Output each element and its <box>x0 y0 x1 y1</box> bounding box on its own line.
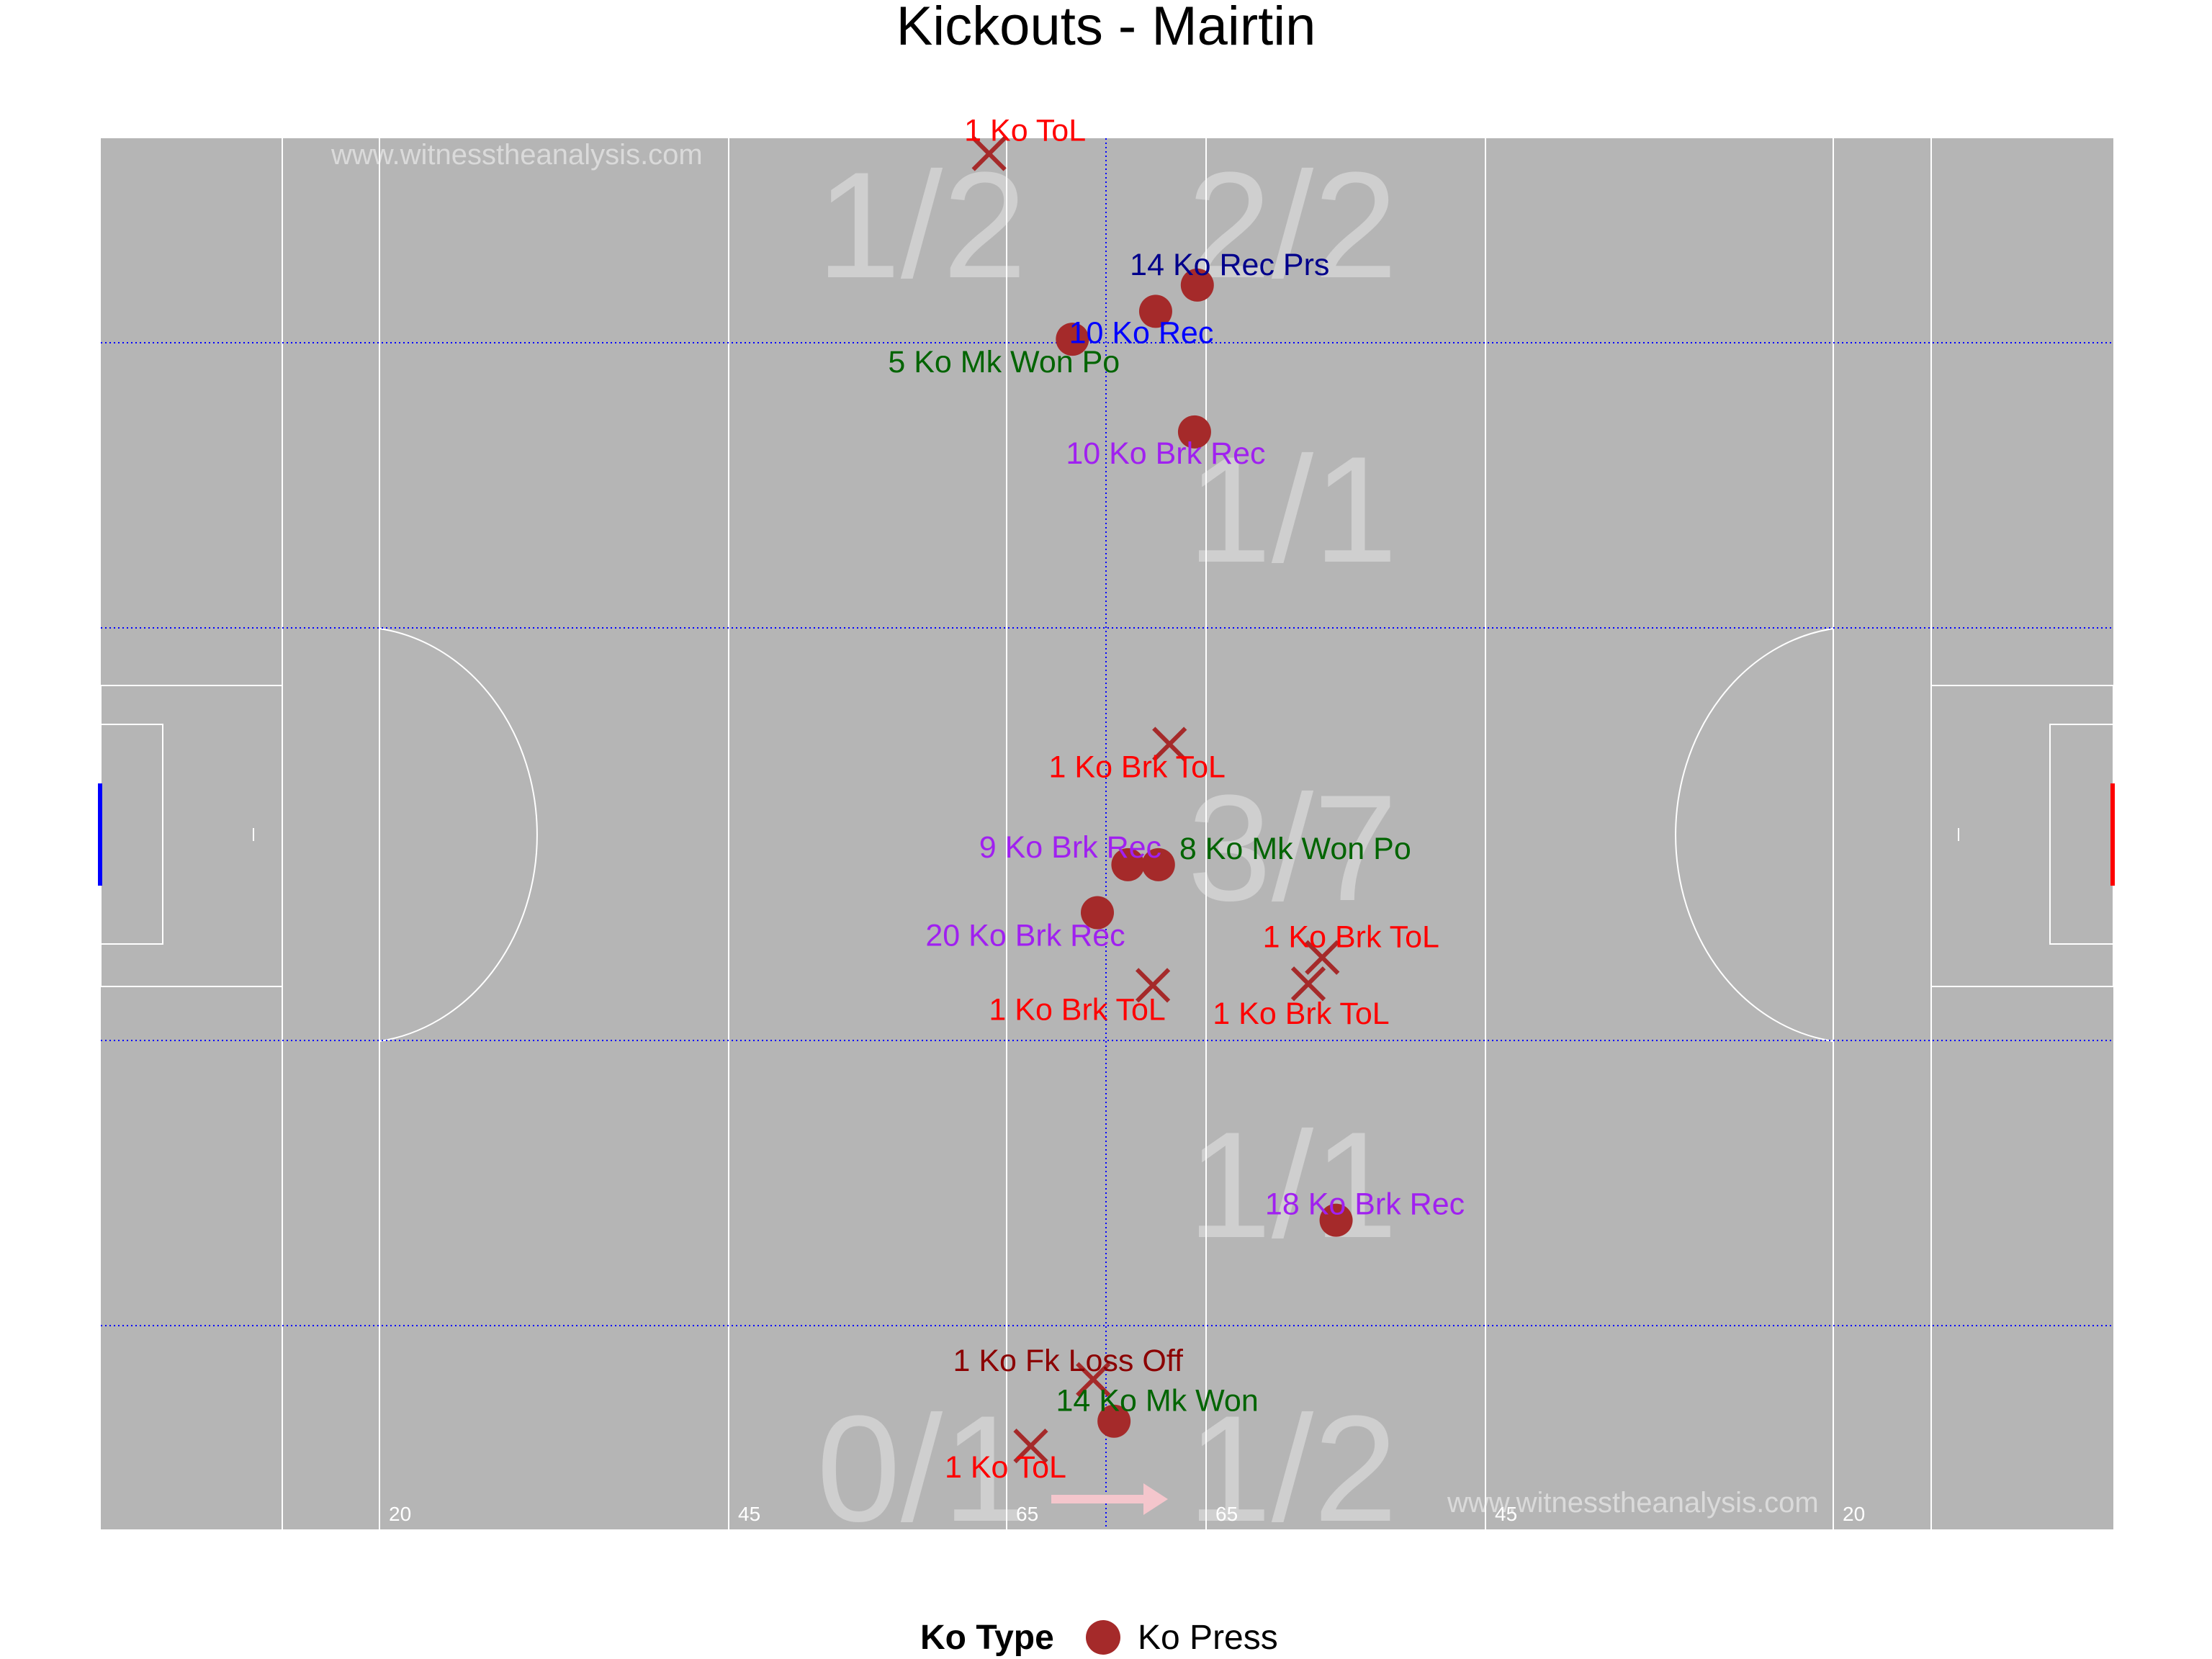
kickout-label: 20 Ko Brk Rec <box>925 918 1125 953</box>
goal-left <box>98 783 102 886</box>
legend-label-ko-press: Ko Press <box>1138 1619 1278 1657</box>
distance-mark: 45 <box>1495 1503 1517 1525</box>
pitch-surface <box>101 138 2113 1529</box>
zone-label: 2/2 <box>1187 140 1398 310</box>
zone-grid <box>101 138 2113 1529</box>
pitch-markings <box>100 138 2114 1529</box>
distance-mark: 65 <box>1215 1503 1238 1525</box>
kickout-label: 10 Ko Brk Rec <box>1066 436 1265 471</box>
zone-label: 1/1 <box>1187 425 1398 594</box>
pitch: 1/2 2/2 1/1 3/7 1/1 0/1 1/2 www.witnesst… <box>98 113 2115 1553</box>
kickout-marker-cross <box>1135 968 1171 1003</box>
kickout-marker-press <box>1138 295 1172 328</box>
zone-label: 3/7 <box>1187 763 1398 932</box>
kickout-label: 8 Ko Mk Won Po <box>1179 832 1411 866</box>
kickout-label: 1 Ko ToL <box>964 113 1086 148</box>
distance-marks: 20 45 65 65 45 20 <box>389 1503 1865 1525</box>
watermark-bottom: www.witnesstheanalysis.com <box>1447 1487 1819 1519</box>
kickout-label: 14 Ko Mk Won <box>1056 1384 1259 1419</box>
kickout-label: 9 Ko Brk Rec <box>979 830 1161 865</box>
kickout-label: 14 Ko Rec Prs <box>1130 248 1329 282</box>
chart-title: Kickouts - Mairtin <box>896 0 1316 57</box>
kickout-label: 5 Ko Mk Won Po <box>888 345 1120 379</box>
distance-mark: 65 <box>1016 1503 1038 1525</box>
kickout-marker-press <box>1177 415 1211 449</box>
kickout-marker-press <box>1056 323 1089 356</box>
zone-label: 1/2 <box>1187 1384 1398 1553</box>
goal-right <box>2110 783 2115 886</box>
kickout-label: 1 Ko Brk ToL <box>1049 750 1226 784</box>
kickout-marker-press <box>1081 896 1115 930</box>
distance-mark: 20 <box>1843 1503 1865 1525</box>
legend-marker-ko-press <box>1086 1620 1120 1655</box>
kickout-label: 1 Ko Fk Loss Off <box>953 1344 1184 1378</box>
attack-direction-arrow <box>1051 1483 1168 1515</box>
kickout-markers <box>971 136 1353 1464</box>
legend: Ko Type Ko Press <box>920 1619 1278 1657</box>
zone-label: 1/2 <box>817 140 1027 310</box>
kickout-marker-press <box>1097 1404 1131 1438</box>
kickout-marker-cross <box>1013 1428 1048 1464</box>
kickout-marker-cross <box>971 136 1007 171</box>
zone-label: 0/1 <box>817 1384 1027 1553</box>
kickout-marker-cross <box>1290 966 1326 1002</box>
legend-title: Ko Type <box>920 1619 1054 1657</box>
kickout-label: 1 Ko Brk ToL <box>1213 997 1389 1031</box>
kickout-label: 1 Ko Brk ToL <box>1263 920 1439 955</box>
kickout-marker-cross <box>1305 940 1340 975</box>
kickout-label: 1 Ko ToL <box>945 1450 1066 1485</box>
kickout-marker-press <box>1141 848 1175 881</box>
kickout-label: 10 Ko Rec <box>1069 315 1214 350</box>
watermark-top: www.witnesstheanalysis.com <box>331 139 703 171</box>
kickout-marker-press <box>1111 848 1145 881</box>
distance-mark: 45 <box>738 1503 760 1525</box>
distance-mark: 20 <box>389 1503 411 1525</box>
kickout-label: 1 Ko Brk ToL <box>989 992 1165 1027</box>
zone-label: 1/1 <box>1187 1100 1398 1269</box>
kickout-marker-cross <box>1152 727 1187 762</box>
zone-labels: 1/2 2/2 1/1 3/7 1/1 0/1 1/2 <box>817 140 1398 1553</box>
kickout-label: 18 Ko Brk Rec <box>1265 1187 1465 1222</box>
kickout-marker-cross <box>1076 1362 1111 1397</box>
kickout-marker-press <box>1180 268 1214 302</box>
kickout-marker-press <box>1319 1203 1353 1237</box>
arc-left <box>379 628 538 1042</box>
arc-right <box>1675 628 1834 1042</box>
